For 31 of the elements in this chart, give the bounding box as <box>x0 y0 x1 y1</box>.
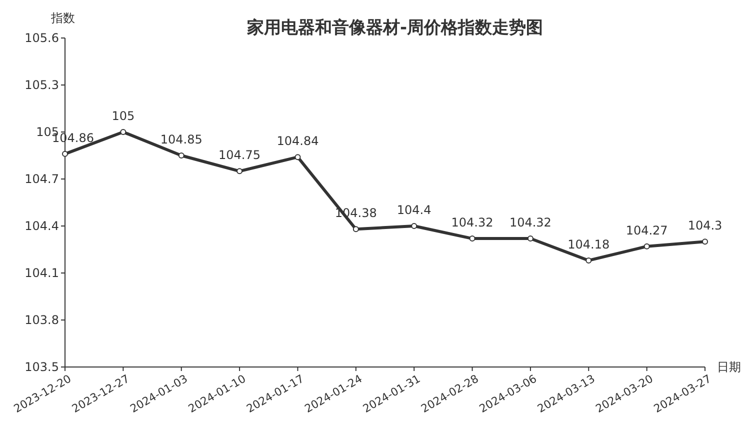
data-label: 104.27 <box>626 223 668 238</box>
chart-title: 家用电器和音像器材-周价格指数走势图 <box>246 18 544 38</box>
point <box>644 243 650 250</box>
y-tick-label: 104.7 <box>24 172 59 186</box>
data-label: 104.4 <box>396 203 432 217</box>
data-label: 104.85 <box>160 132 202 146</box>
y-axis-title: 指数 <box>50 11 75 25</box>
x-axis-title: 日期 <box>717 360 741 374</box>
point <box>236 168 243 174</box>
y-tick-label: 103.8 <box>24 313 59 327</box>
y-tick-label: 105.6 <box>24 31 59 45</box>
data-label: 104.84 <box>276 134 319 148</box>
point <box>62 150 68 157</box>
point <box>352 226 359 232</box>
data-label: 104.75 <box>218 148 261 162</box>
y-tick-label: 103.5 <box>24 360 59 374</box>
data-label: 105 <box>112 109 135 123</box>
point <box>120 129 126 135</box>
y-tick-label: 105.3 <box>24 78 59 92</box>
point <box>178 152 184 158</box>
point <box>469 236 476 242</box>
y-tick-label: 104.1 <box>24 266 59 280</box>
data-label: 104.32 <box>451 216 494 230</box>
point <box>411 223 418 229</box>
y-tick-label: 104.4 <box>24 219 59 233</box>
point <box>702 238 708 245</box>
data-label: 104.32 <box>509 216 552 230</box>
point <box>586 257 592 264</box>
data-label: 104.18 <box>568 237 610 252</box>
data-label: 104.3 <box>688 218 722 233</box>
point <box>294 154 301 160</box>
